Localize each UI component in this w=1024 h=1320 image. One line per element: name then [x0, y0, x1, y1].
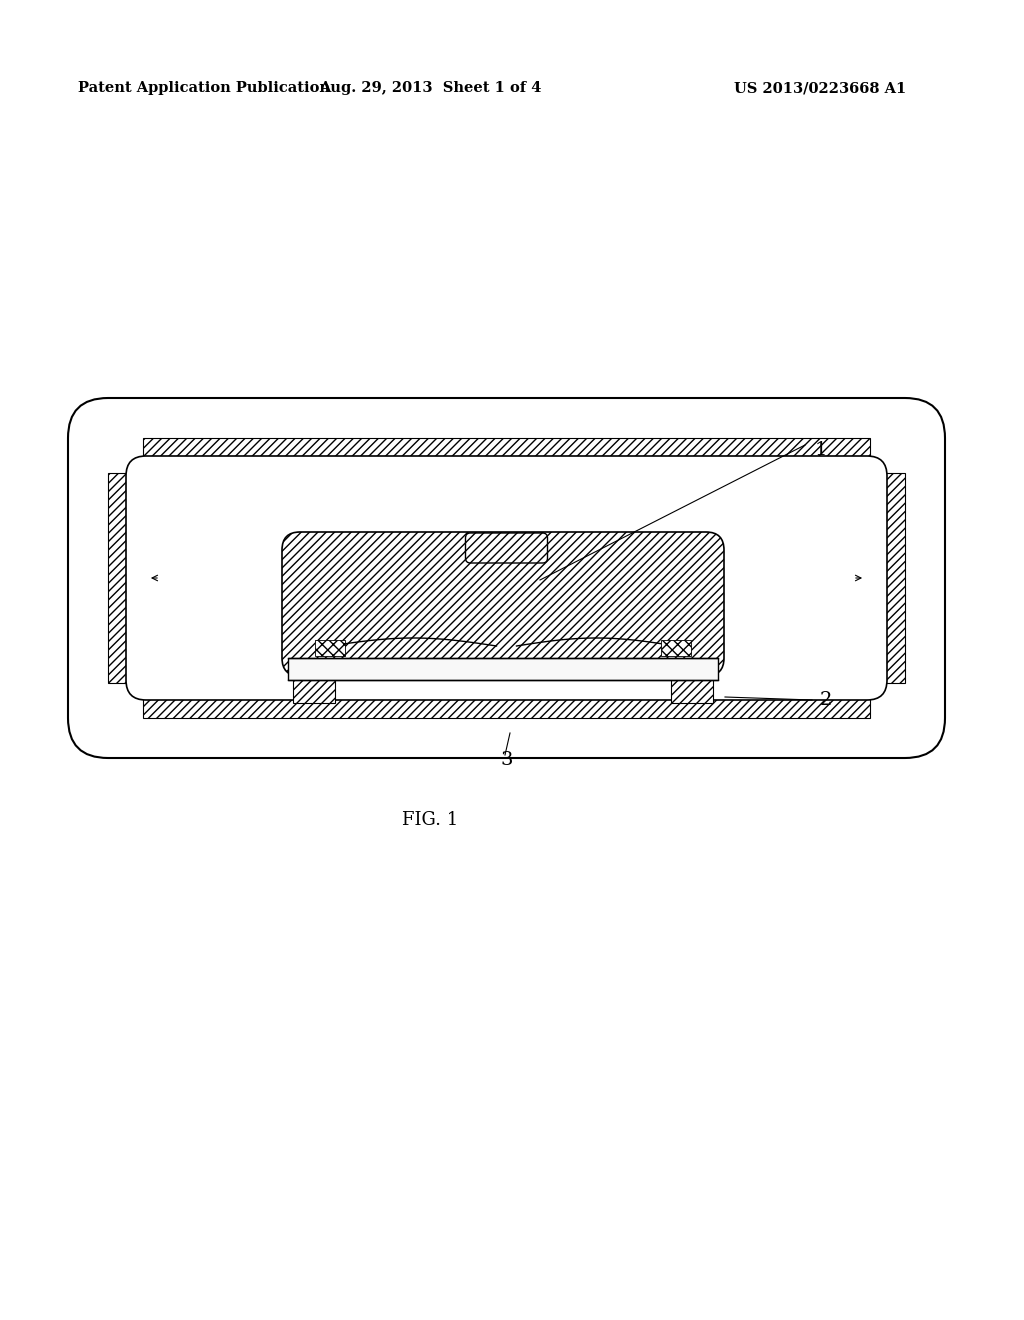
Bar: [288, 657, 718, 680]
Text: 2: 2: [820, 690, 833, 709]
Bar: [143, 680, 870, 718]
Bar: [293, 675, 335, 704]
Text: 1: 1: [815, 441, 827, 459]
Text: FIG. 1: FIG. 1: [401, 810, 458, 829]
Text: Aug. 29, 2013  Sheet 1 of 4: Aug. 29, 2013 Sheet 1 of 4: [318, 81, 542, 95]
Bar: [315, 640, 345, 656]
Bar: [867, 473, 905, 682]
FancyBboxPatch shape: [68, 399, 945, 758]
Bar: [662, 640, 691, 656]
Bar: [671, 675, 713, 704]
Bar: [108, 473, 146, 682]
Bar: [143, 438, 870, 477]
Text: US 2013/0223668 A1: US 2013/0223668 A1: [734, 81, 906, 95]
FancyBboxPatch shape: [466, 533, 548, 564]
Text: 3: 3: [500, 751, 512, 770]
FancyBboxPatch shape: [126, 455, 887, 700]
FancyBboxPatch shape: [282, 532, 724, 676]
Text: Patent Application Publication: Patent Application Publication: [78, 81, 330, 95]
